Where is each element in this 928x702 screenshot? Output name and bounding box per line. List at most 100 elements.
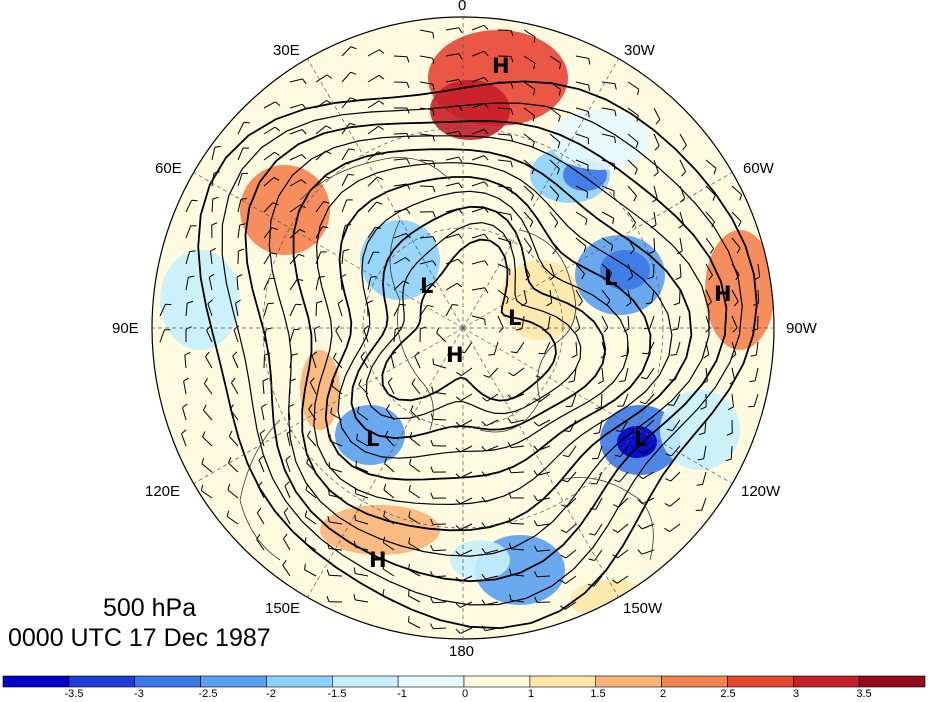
wind-barb-flag [481, 397, 488, 402]
wind-barb [679, 263, 682, 278]
wind-barb-flag [228, 457, 232, 464]
wind-barb-flag [533, 470, 538, 476]
wind-barb-flag [408, 537, 411, 544]
wind-barb-flag [653, 171, 659, 177]
wind-barb-flag [533, 89, 536, 96]
wind-barb-flag [610, 245, 614, 252]
wind-barb-flag [184, 351, 191, 356]
wind-barb [409, 437, 421, 447]
wind-barb [262, 380, 265, 395]
wind-barb [393, 55, 408, 58]
wind-barb [341, 46, 352, 57]
wind-barb-flag [483, 50, 489, 57]
wind-barb [471, 287, 485, 291]
wind-barb [259, 433, 265, 447]
wind-barb [201, 490, 213, 499]
low-center-arctic-canada: L [604, 266, 618, 290]
colorbar-swatch [529, 675, 597, 688]
wind-barb-flag [408, 484, 411, 491]
wind-barb-flag [664, 527, 670, 533]
wind-barb-flag [637, 89, 640, 96]
wind-barb-flag [534, 596, 538, 603]
wind-barb-flag [637, 549, 643, 555]
wind-barb [228, 462, 239, 473]
meridian-line [193, 172, 464, 329]
wind-barb [653, 185, 658, 199]
lon-label-180: 180 [449, 643, 475, 660]
wind-barb-flag [606, 300, 611, 306]
wind-barb-flag [183, 377, 189, 382]
wind-barb-flag [533, 520, 538, 527]
wind-barb-flag [243, 121, 250, 124]
wind-barb [419, 159, 434, 162]
wind-barb [701, 497, 707, 511]
wind-barb [289, 204, 301, 213]
wind-barb [731, 393, 734, 407]
wind-barb [355, 466, 369, 473]
wind-barb-flag [384, 457, 388, 464]
wind-barb [600, 393, 603, 408]
wind-barb [536, 575, 551, 578]
wind-barb [670, 471, 681, 482]
wind-barb [341, 174, 349, 187]
wind-barb-flag [649, 250, 655, 254]
wind-barb-flag [749, 380, 756, 383]
wind-barb [731, 237, 741, 249]
wind-barb-flag [236, 273, 243, 278]
wind-barb [256, 512, 265, 525]
wind-barb-flag [510, 351, 517, 354]
wind-barb-flag [200, 484, 204, 491]
wind-barb [367, 125, 379, 135]
wind-barb-flag [357, 406, 360, 413]
wind-barb-flag [481, 446, 487, 452]
colorbar-tick: 2.5 [720, 688, 736, 700]
wind-barb [565, 523, 577, 533]
wind-barb [383, 542, 395, 551]
wind-barb-flag [698, 432, 705, 436]
wind-barb [263, 277, 270, 291]
wind-barb-flag [483, 374, 490, 378]
wind-barb [263, 303, 269, 317]
lon-label-60e: 60E [155, 160, 182, 177]
wind-barb-flag [455, 551, 461, 556]
wind-barb [641, 523, 655, 530]
wind-barb [393, 233, 407, 239]
meridian-line [307, 327, 464, 598]
wind-barb [547, 315, 551, 329]
wind-barb-flag [308, 404, 313, 410]
wind-barb [315, 302, 318, 317]
colorbar-tick: -1.5 [327, 688, 347, 700]
wind-barb [642, 471, 655, 480]
wind-barb-flag [754, 276, 760, 281]
low-center-baffin-bay: L [508, 306, 522, 330]
wind-barb-flag [484, 319, 486, 326]
wind-barb [523, 211, 534, 222]
wind-barb [653, 237, 656, 252]
wind-barb [289, 329, 295, 343]
wind-barb [627, 315, 630, 330]
wind-barb-flag [725, 458, 732, 462]
wind-barb [202, 436, 213, 447]
wind-barb-flag [201, 457, 205, 464]
wind-barb [232, 355, 239, 369]
wind-barb [627, 185, 637, 197]
wind-barb-flag [403, 280, 410, 284]
wind-barb [237, 147, 244, 161]
wind-barb-flag [353, 593, 356, 601]
wind-barb-flag [510, 108, 514, 115]
wind-barb-flag [533, 62, 536, 69]
wind-barb [311, 355, 317, 369]
wind-barb-flag [634, 168, 638, 175]
wind-barb-flag [458, 156, 463, 163]
wind-barb [285, 459, 291, 473]
wind-barb-flag [203, 378, 209, 384]
wind-barb [564, 601, 577, 610]
wind-barb-flag [182, 403, 188, 408]
wind-barb-flag [697, 458, 704, 461]
wind-barb [565, 575, 577, 585]
wind-barb-flag [408, 511, 411, 518]
wind-barb [601, 133, 615, 138]
meridian-line [307, 58, 464, 329]
wind-barb [676, 341, 681, 355]
meridian-line [462, 327, 733, 484]
